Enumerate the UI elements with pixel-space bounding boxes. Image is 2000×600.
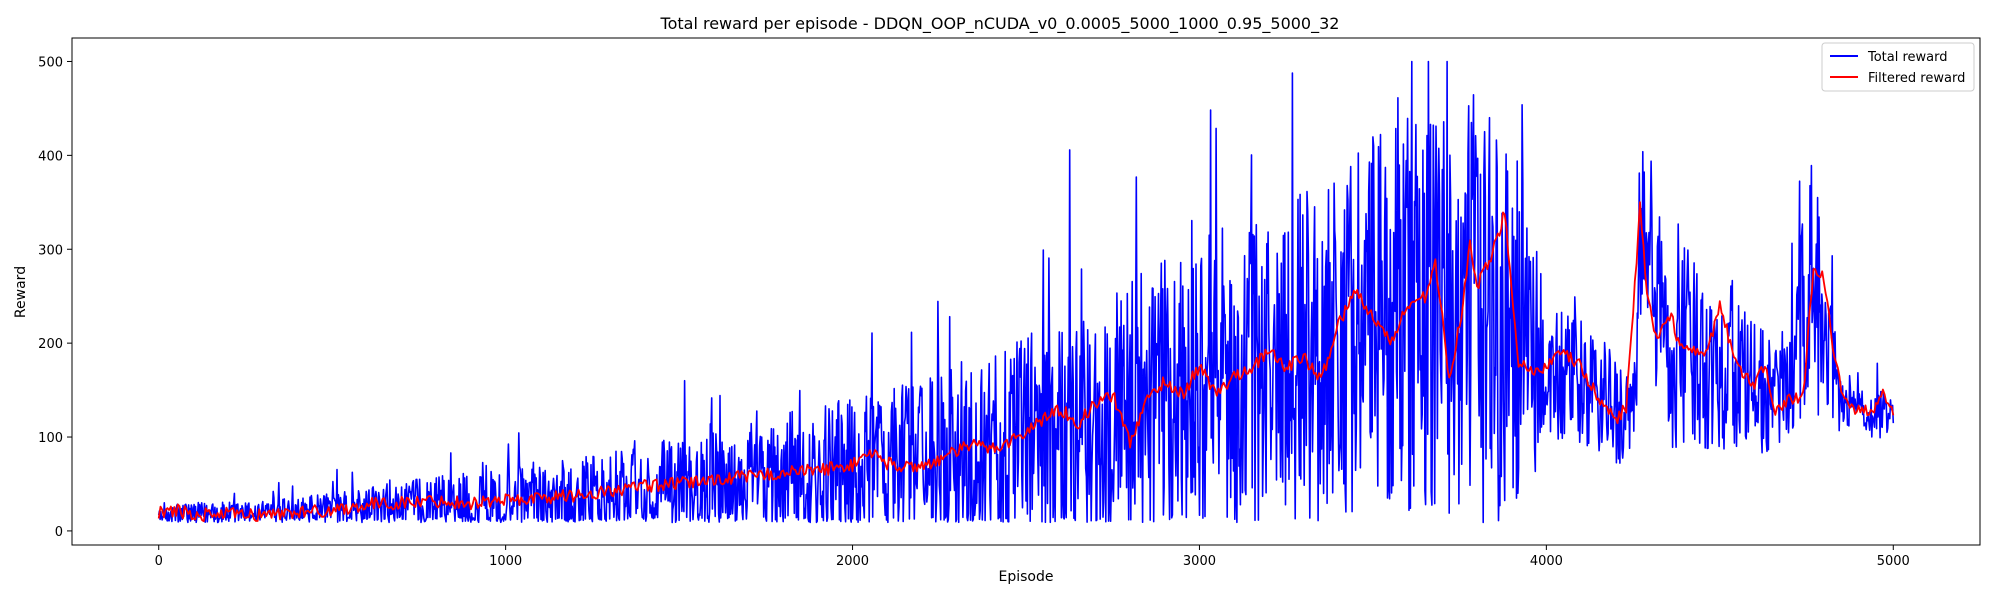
plot-area — [71, 37, 1981, 546]
y-tick-label-400: 400 — [38, 149, 63, 164]
legend-label-filtered-reward: Filtered reward — [1868, 71, 1965, 86]
x-axis: 0 1000 2000 3000 4000 5000 — [155, 545, 1910, 569]
y-tick-label-0: 0 — [55, 525, 63, 540]
y-tick-label-300: 300 — [38, 243, 63, 258]
y-tick-label-200: 200 — [38, 337, 63, 352]
x-tick-label-4000: 4000 — [1530, 554, 1563, 569]
x-axis-label: Episode — [999, 569, 1054, 585]
y-axis-label: Reward — [13, 266, 29, 318]
x-tick-label-1000: 1000 — [489, 554, 522, 569]
x-tick-label-3000: 3000 — [1183, 554, 1216, 569]
legend: Total reward Filtered reward — [1821, 42, 1975, 92]
x-tick-label-2000: 2000 — [836, 554, 869, 569]
filtered-reward-line — [157, 201, 1895, 523]
y-tick-label-100: 100 — [38, 431, 63, 446]
total-reward-line — [157, 60, 1895, 524]
legend-label-total-reward: Total reward — [1867, 50, 1948, 65]
x-tick-label-0: 0 — [155, 554, 163, 569]
x-tick-label-5000: 5000 — [1877, 554, 1910, 569]
total-reward-series — [157, 60, 1895, 524]
y-axis: 0 100 200 300 400 500 — [38, 55, 72, 540]
legend-box — [1821, 42, 1975, 92]
filtered-reward-series — [157, 201, 1895, 523]
chart-title: Total reward per episode - DDQN_OOP_nCUD… — [660, 14, 1340, 34]
y-tick-label-500: 500 — [38, 55, 63, 70]
